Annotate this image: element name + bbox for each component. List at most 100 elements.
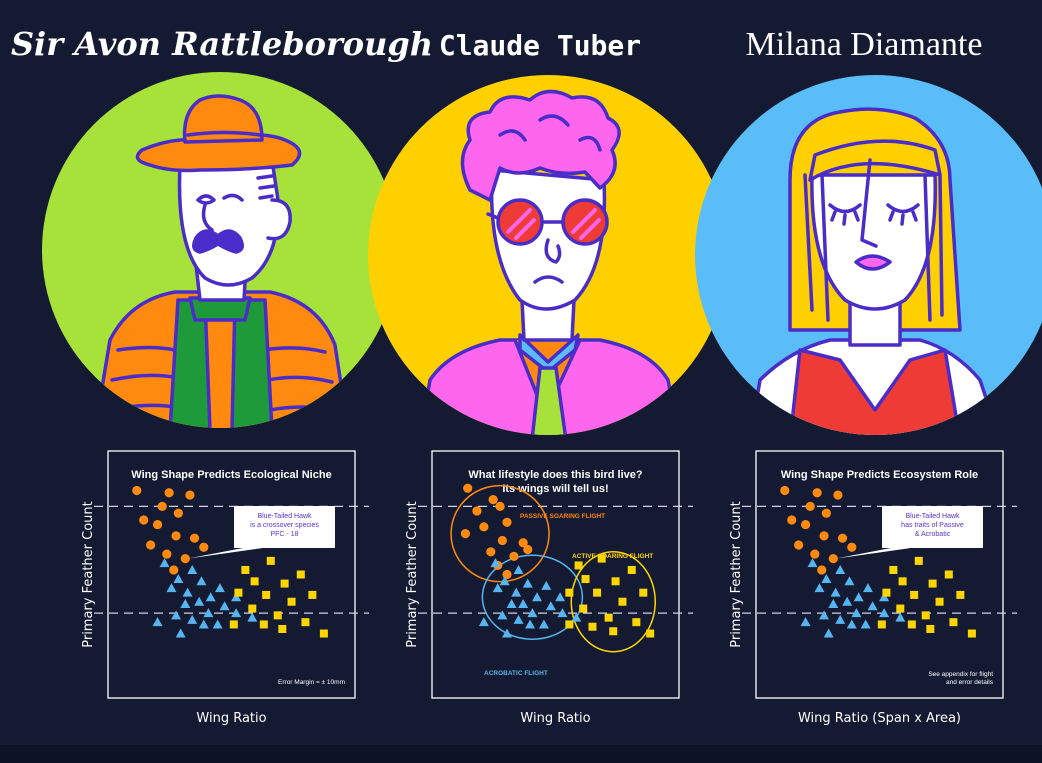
point-triangle xyxy=(525,619,536,629)
chart-title: Wing Shape Predicts Ecological Niche xyxy=(131,469,331,481)
point-square xyxy=(319,629,328,638)
point-circle xyxy=(199,542,209,552)
point-square xyxy=(944,570,953,579)
point-square xyxy=(262,590,271,599)
point-triangle xyxy=(205,592,216,602)
point-circle xyxy=(189,533,200,543)
bottom-bar xyxy=(0,745,1042,763)
point-circle xyxy=(171,531,181,541)
point-triangle xyxy=(518,599,529,609)
point-triangle xyxy=(541,580,552,590)
point-square xyxy=(579,604,588,613)
point-triangle xyxy=(842,596,853,606)
point-triangle xyxy=(860,619,871,629)
point-triangle xyxy=(555,592,566,602)
footnote-line: and error details xyxy=(946,679,994,686)
point-circle xyxy=(800,519,811,530)
point-triangle xyxy=(492,583,503,593)
x-axis-label: Wing Ratio xyxy=(196,711,266,726)
point-square xyxy=(882,588,891,597)
point-triangle xyxy=(823,628,834,638)
active-group-label: ACTIVE SOARING FLIGHT xyxy=(572,553,653,560)
point-square xyxy=(574,561,583,570)
chart-title-line: Its wings will tell us! xyxy=(502,483,608,495)
point-triangle xyxy=(159,558,170,568)
character-name-3: Milana Diamante xyxy=(746,26,983,63)
point-square xyxy=(565,588,574,597)
point-triangle xyxy=(835,614,846,624)
point-square xyxy=(910,590,919,599)
acrobatic-group-ellipse xyxy=(481,554,584,640)
point-square xyxy=(967,629,976,638)
point-circle xyxy=(495,501,505,511)
point-circle xyxy=(847,542,857,552)
point-triangle xyxy=(175,628,186,638)
point-triangle xyxy=(814,583,825,593)
point-circle xyxy=(787,515,797,525)
point-square xyxy=(241,565,250,574)
point-triangle xyxy=(800,617,811,627)
point-circle xyxy=(132,485,142,496)
point-triangle xyxy=(194,596,205,606)
point-square xyxy=(266,556,275,565)
point-square xyxy=(259,620,268,629)
x-axis-label: Wing Ratio (Span x Area) xyxy=(798,711,961,726)
point-square xyxy=(296,570,305,579)
y-axis-label: Primary Feather Count xyxy=(81,501,96,648)
footnote-line: Error Margin = ± 10mm xyxy=(278,679,345,686)
point-square xyxy=(914,556,923,565)
point-circle xyxy=(833,490,843,500)
point-square xyxy=(889,565,898,574)
y-axis-label: Primary Feather Count xyxy=(729,501,744,648)
point-triangle xyxy=(501,628,512,638)
point-circle xyxy=(463,483,473,493)
point-circle xyxy=(164,488,174,498)
point-circle xyxy=(837,533,848,543)
portrait-claude-tuber xyxy=(368,75,728,435)
chart-title-line: What lifestyle does this bird live? xyxy=(468,469,642,481)
chart-3: Wing Shape Predicts Ecosystem Role Wing R… xyxy=(729,450,1017,726)
point-triangle xyxy=(506,599,517,609)
point-triangle xyxy=(187,564,198,574)
portrait-sir-avon xyxy=(42,72,398,428)
point-circle xyxy=(152,519,163,530)
point-triangle xyxy=(851,608,862,618)
point-square xyxy=(248,604,257,613)
point-square xyxy=(956,590,965,599)
point-triangle xyxy=(527,608,538,618)
point-triangle xyxy=(819,610,830,620)
point-square xyxy=(896,604,905,613)
point-triangle xyxy=(532,592,543,602)
point-triangle xyxy=(166,583,177,593)
point-triangle xyxy=(196,576,207,586)
point-circle xyxy=(157,501,167,511)
point-square xyxy=(229,620,238,629)
chart-1: Wing Shape Predicts Ecological Niche Wing… xyxy=(81,450,369,726)
point-circle xyxy=(146,540,156,550)
callout-text-line: Blue-Tailed Hawk xyxy=(257,513,312,520)
point-circle xyxy=(810,549,820,559)
point-circle xyxy=(805,501,815,511)
point-circle xyxy=(479,522,489,532)
point-triangle xyxy=(835,564,846,574)
point-triangle xyxy=(522,578,533,588)
point-square xyxy=(907,620,916,629)
point-circle xyxy=(518,538,528,548)
point-triangle xyxy=(538,619,549,629)
point-square xyxy=(926,624,935,633)
point-square xyxy=(581,575,590,584)
point-circle xyxy=(180,554,190,564)
point-triangle xyxy=(180,599,191,609)
point-square xyxy=(639,588,648,597)
point-circle xyxy=(173,508,183,518)
character-name-2: Claude Tuber xyxy=(439,29,641,62)
callout-box xyxy=(234,506,335,548)
point-triangle xyxy=(478,617,489,627)
callout-text-line: PFC - 18 xyxy=(270,531,298,538)
point-triangle xyxy=(152,617,163,627)
point-circle xyxy=(486,547,496,557)
point-circle xyxy=(502,517,512,527)
point-square xyxy=(928,579,937,588)
point-circle xyxy=(488,494,498,505)
